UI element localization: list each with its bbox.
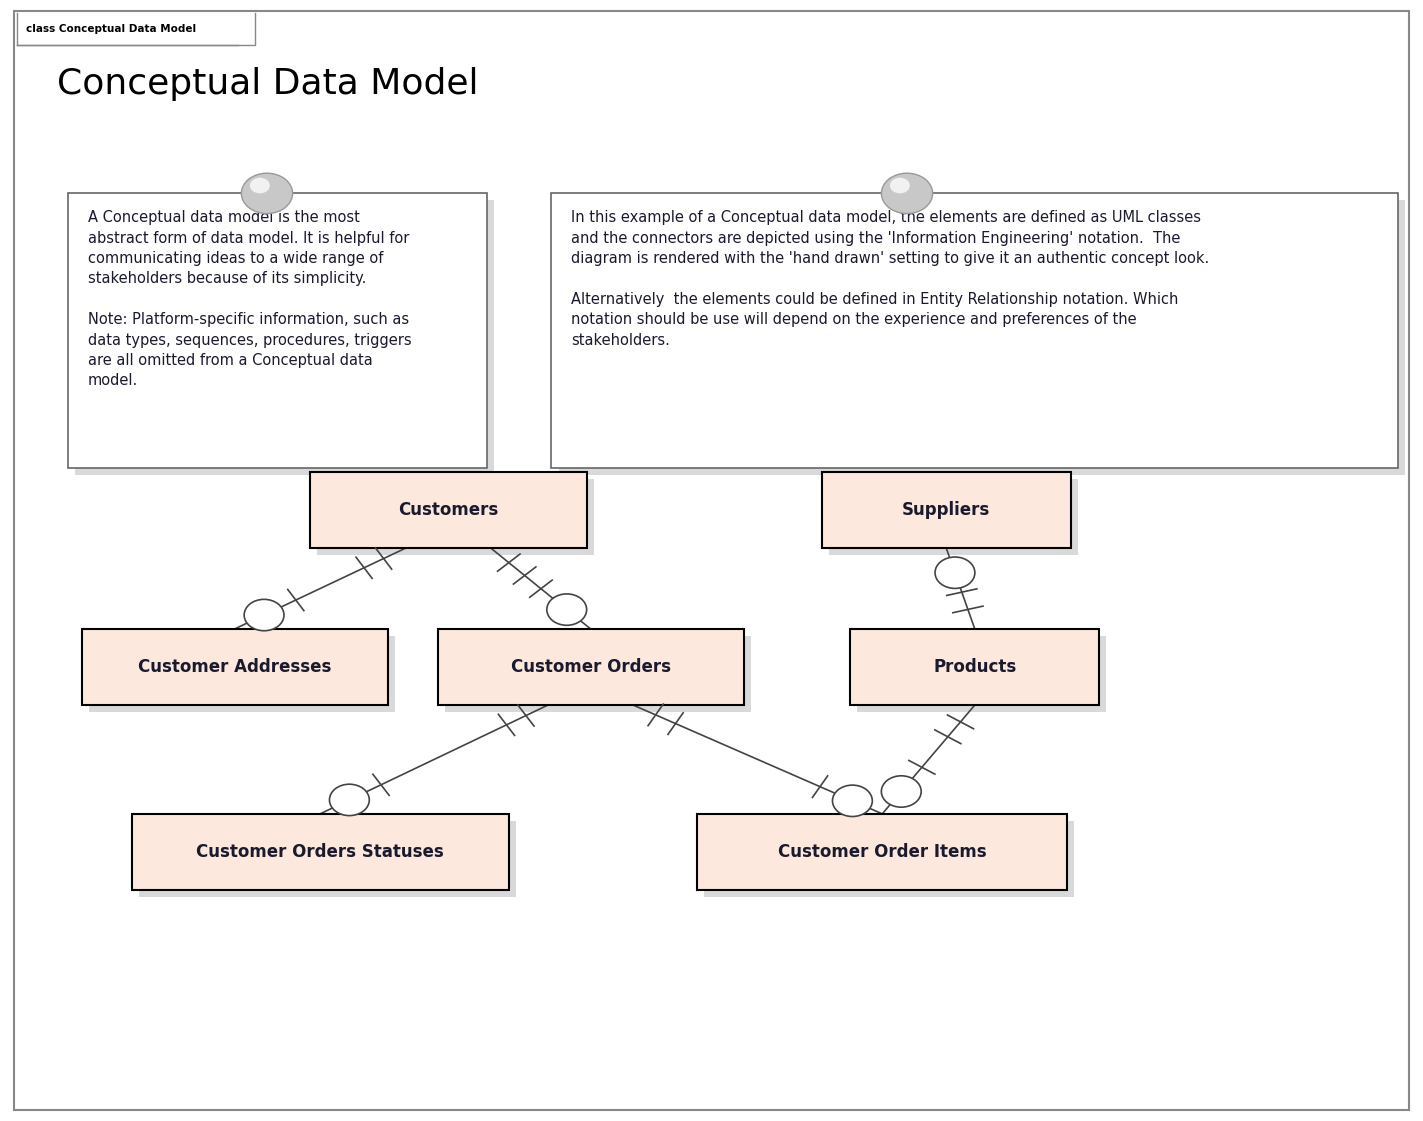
Circle shape [546,594,586,626]
Text: Customer Addresses: Customer Addresses [138,658,332,676]
Text: Products: Products [933,658,1016,676]
Text: Customers: Customers [398,501,498,519]
FancyBboxPatch shape [828,479,1079,555]
Text: Customer Orders: Customer Orders [511,658,670,676]
Text: In this example of a Conceptual data model, the elements are defined as UML clas: In this example of a Conceptual data mod… [572,211,1210,348]
FancyBboxPatch shape [438,629,743,705]
Circle shape [881,173,932,213]
FancyBboxPatch shape [704,821,1074,897]
Circle shape [330,785,370,816]
Circle shape [881,776,921,807]
Text: Customer Orders Statuses: Customer Orders Statuses [196,843,444,861]
FancyBboxPatch shape [83,629,387,705]
Circle shape [832,785,872,816]
FancyBboxPatch shape [552,193,1397,467]
FancyBboxPatch shape [316,479,595,555]
Circle shape [935,557,975,589]
FancyBboxPatch shape [822,472,1070,548]
FancyBboxPatch shape [68,193,487,467]
FancyBboxPatch shape [14,11,1409,1110]
Circle shape [250,177,270,193]
FancyBboxPatch shape [697,814,1067,890]
Text: Customer Order Items: Customer Order Items [778,843,986,861]
FancyBboxPatch shape [75,200,495,475]
Text: Conceptual Data Model: Conceptual Data Model [57,67,478,101]
FancyBboxPatch shape [444,636,751,712]
FancyBboxPatch shape [131,814,509,890]
Text: A Conceptual data model is the most
abstract form of data model. It is helpful f: A Conceptual data model is the most abst… [88,211,411,388]
Polygon shape [17,13,255,45]
Text: Suppliers: Suppliers [902,501,990,519]
Circle shape [242,173,293,213]
FancyBboxPatch shape [559,200,1406,475]
Circle shape [889,177,909,193]
Text: class Conceptual Data Model: class Conceptual Data Model [26,25,196,34]
Circle shape [245,600,285,631]
FancyBboxPatch shape [310,472,586,548]
FancyBboxPatch shape [139,821,517,897]
FancyBboxPatch shape [851,629,1099,705]
FancyBboxPatch shape [857,636,1107,712]
FancyBboxPatch shape [90,636,396,712]
